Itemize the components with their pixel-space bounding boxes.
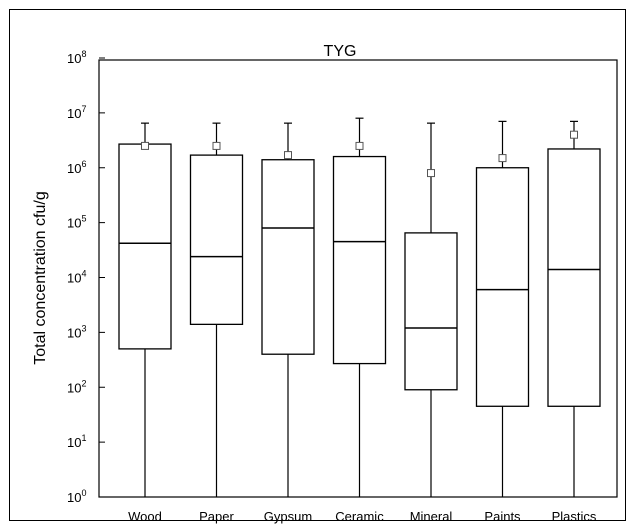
mean-marker	[212, 141, 221, 150]
y-tick-label: 100	[67, 488, 86, 505]
box-iqr	[189, 154, 244, 326]
box-paints	[475, 120, 530, 497]
mean-marker	[355, 141, 364, 150]
box-plastics	[547, 120, 601, 497]
x-tick-label: Paper	[199, 509, 234, 524]
y-tick-label: 108	[67, 49, 86, 66]
mean-marker	[427, 169, 435, 178]
mean-marker	[141, 141, 149, 150]
x-tick-label: Plastics	[552, 509, 597, 524]
y-tick-label: 105	[67, 214, 86, 231]
y-tick-label: 103	[67, 323, 86, 340]
plot-area	[98, 59, 618, 498]
y-axis-label: Total concentration cfu/g	[32, 191, 49, 364]
mean-marker	[498, 154, 507, 163]
box-iqr	[547, 148, 601, 407]
box-paper	[189, 122, 244, 497]
mean-marker	[570, 130, 578, 139]
box-wood	[118, 122, 172, 497]
x-tick-label: Mineral	[410, 509, 453, 524]
chart-title: TYG	[324, 43, 357, 60]
box-iqr	[404, 232, 458, 391]
x-tick-label: Wood	[128, 509, 162, 524]
x-axis-labels: Wood Paper Gypsum Ceramic Mineral Paints Plast…	[128, 509, 597, 524]
y-tick-label: 107	[67, 104, 86, 121]
y-tick-label: 106	[67, 159, 86, 176]
y-axis-ticks: 100 101 102 103 104 105 106 107 108	[67, 49, 105, 505]
box-iqr	[332, 155, 387, 365]
y-tick-label: 102	[67, 378, 86, 395]
mean-marker	[284, 151, 292, 160]
box-iqr	[118, 143, 172, 350]
box-ceramic	[332, 117, 387, 497]
x-tick-label: Paints	[484, 509, 521, 524]
y-tick-label: 104	[67, 269, 86, 286]
chart-frame	[9, 9, 626, 521]
x-tick-label: Gypsum	[264, 509, 312, 524]
box-iqr	[475, 167, 530, 407]
x-tick-label: Ceramic	[335, 509, 384, 524]
box-mineral	[404, 122, 458, 497]
box-iqr	[261, 159, 315, 355]
box-plots	[118, 117, 601, 497]
y-tick-label: 101	[67, 433, 86, 450]
box-gypsum	[261, 122, 315, 497]
